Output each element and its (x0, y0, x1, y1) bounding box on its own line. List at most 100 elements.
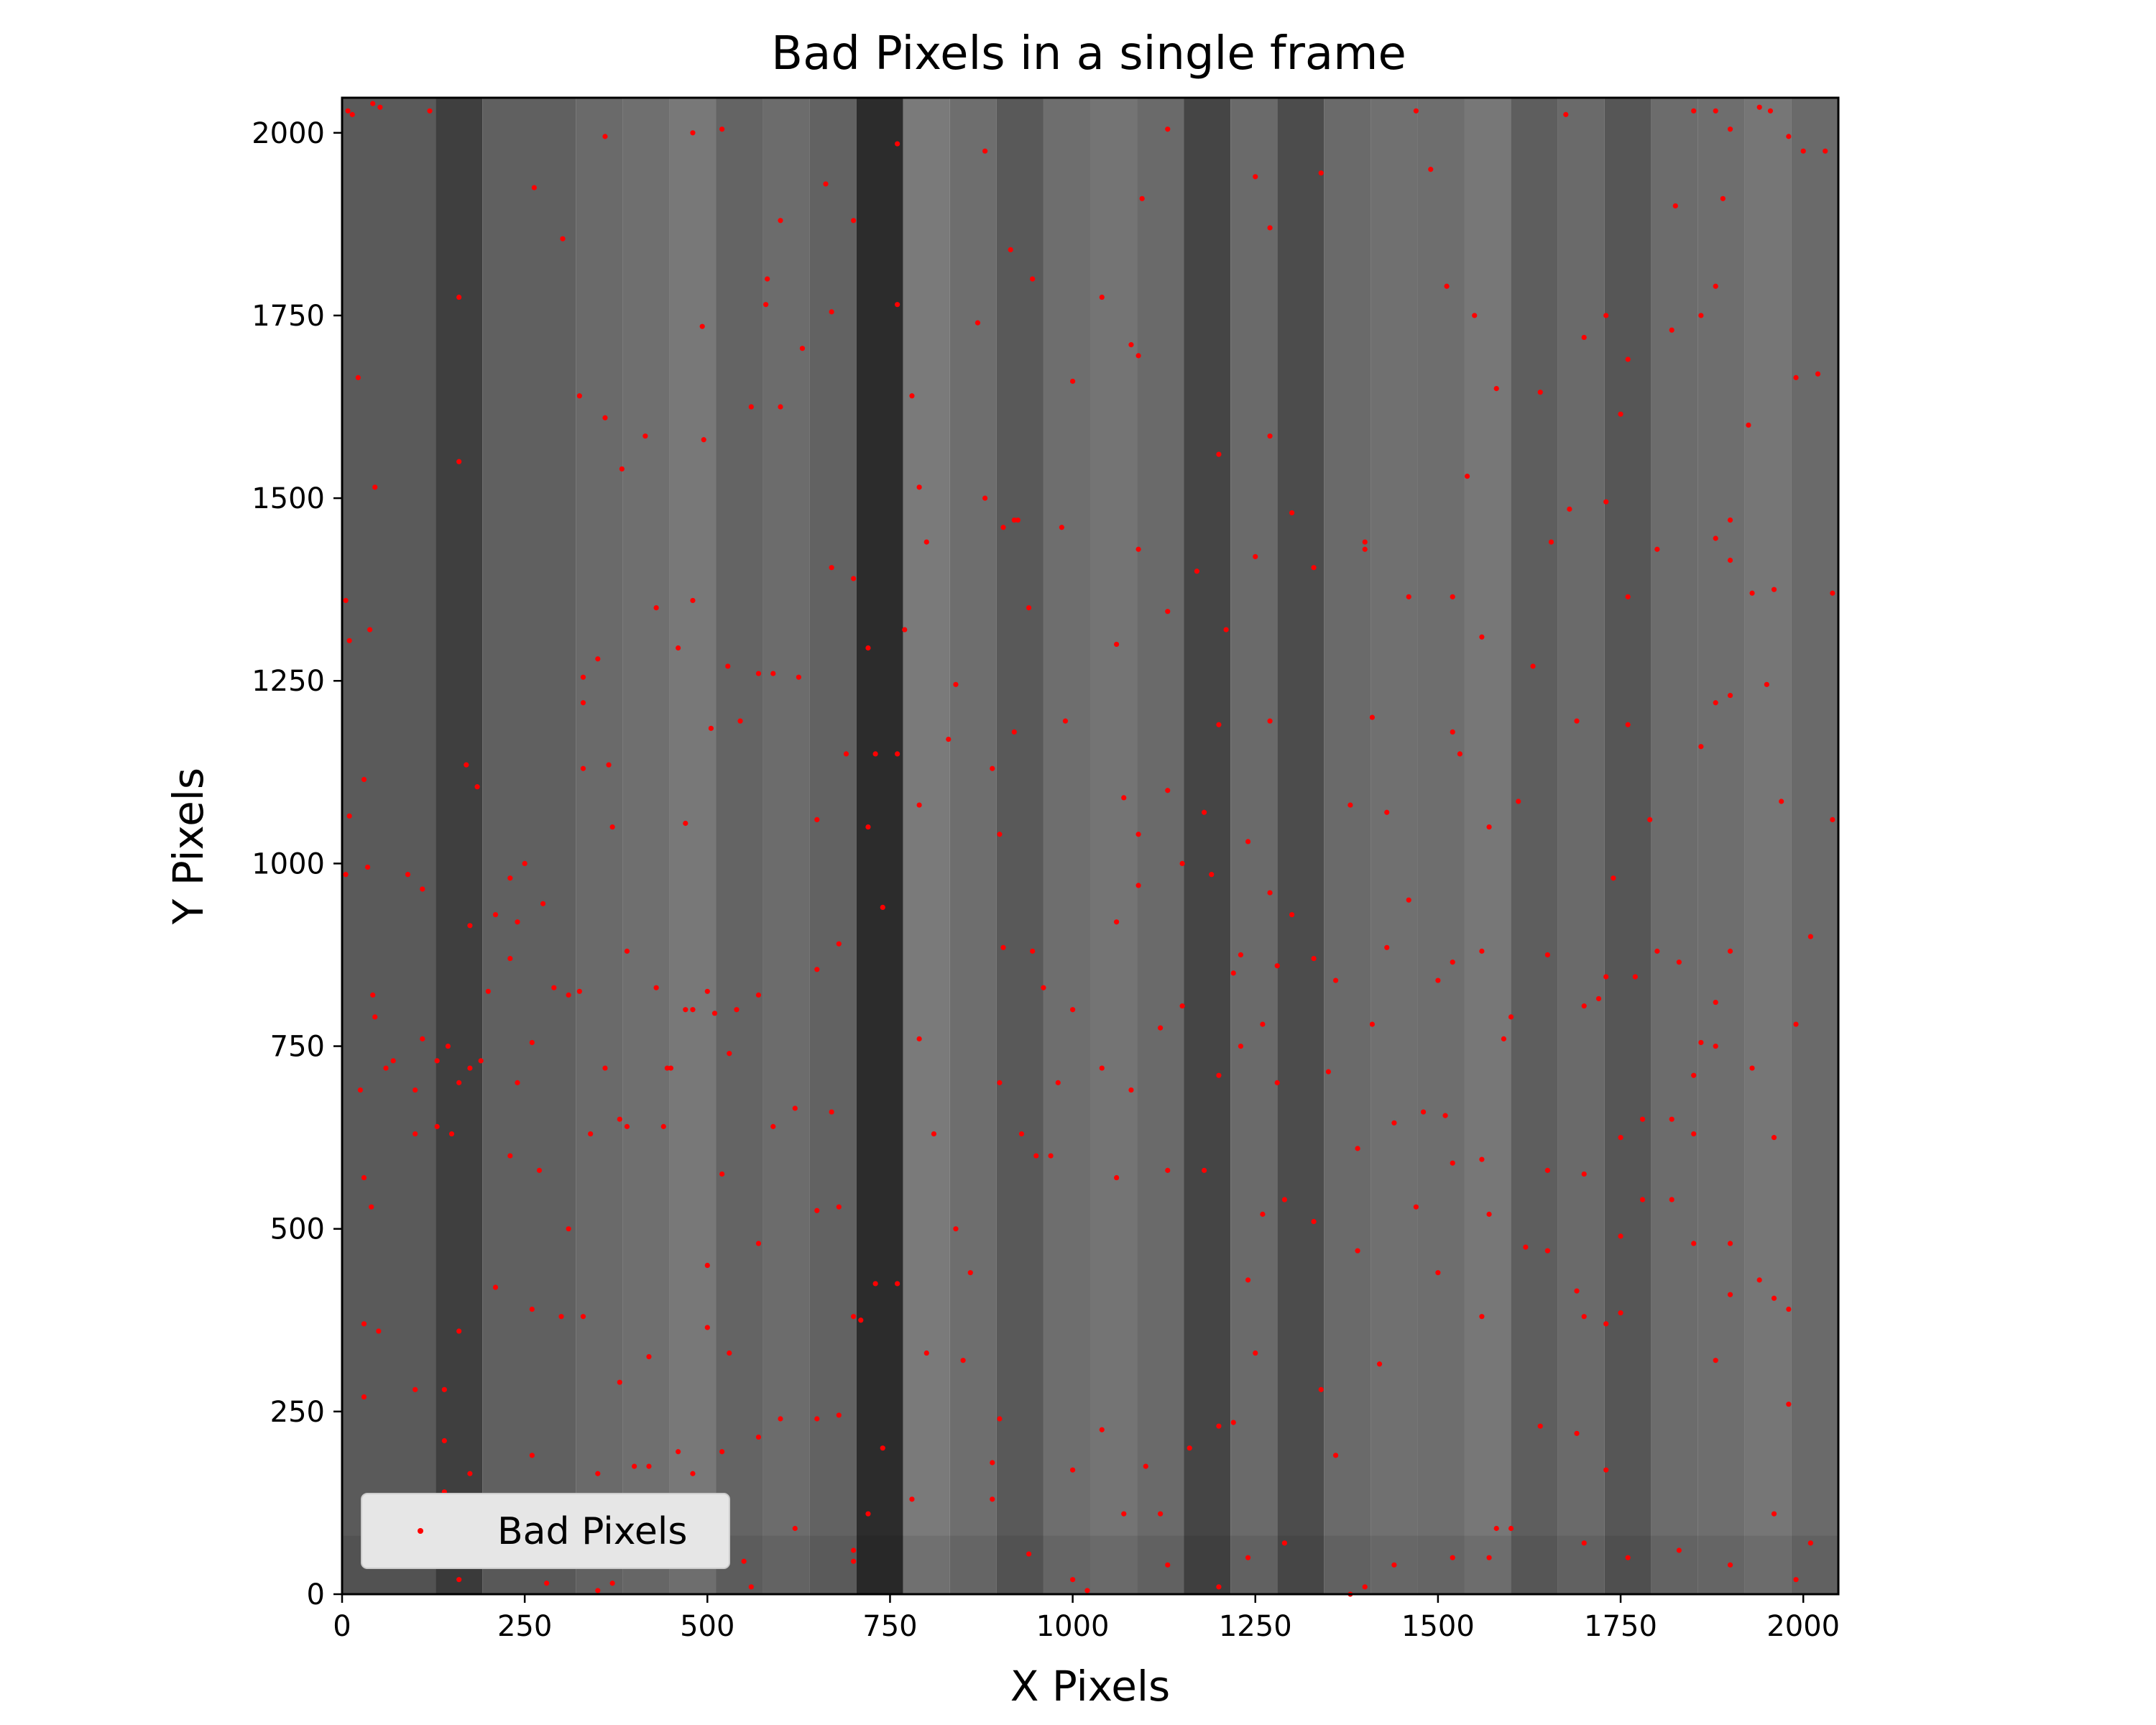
bad-pixel-point (1179, 860, 1185, 866)
bad-pixel-point (1318, 170, 1324, 176)
bad-pixel-point (474, 784, 480, 790)
bad-pixel-point (1157, 1025, 1164, 1031)
bad-pixel-point (467, 1065, 473, 1071)
bad-pixel-point (1749, 590, 1755, 596)
bad-pixel-point (872, 1281, 878, 1287)
x-axis-label: X Pixels (1010, 1662, 1171, 1711)
bad-pixel-point (1672, 203, 1678, 209)
bad-pixel-point (1815, 371, 1821, 377)
bad-pixel-point (1406, 897, 1411, 903)
bad-pixel-point (1311, 565, 1317, 571)
bad-pixel-point (1493, 1525, 1499, 1532)
bad-pixel-point (1544, 1167, 1550, 1173)
bad-pixel-point (916, 484, 922, 490)
bad-pixel-point (960, 1358, 966, 1363)
bad-pixel-point (1486, 1555, 1492, 1560)
bad-pixel-point (1209, 872, 1215, 878)
x-tick-label: 500 (680, 1610, 734, 1643)
bad-pixel-point (1267, 433, 1273, 439)
bad-pixel-point (676, 645, 681, 651)
bad-pixel-point (576, 393, 582, 399)
y-tick-label: 2000 (252, 117, 325, 150)
bad-pixel-point (434, 1058, 440, 1064)
y-tick-label: 500 (270, 1213, 325, 1246)
bad-pixel-point (851, 1547, 857, 1553)
bad-pixel-point (1691, 1241, 1697, 1246)
bad-pixel-point (1691, 1072, 1697, 1078)
bad-pixel-point (1223, 627, 1229, 632)
bad-pixel-point (1348, 802, 1353, 808)
bad-pixel-point (1581, 1003, 1587, 1009)
background-image (342, 98, 1838, 1594)
bad-pixel-point (1516, 799, 1521, 804)
bad-pixel-point (1355, 1248, 1360, 1254)
bad-pixel-point (1157, 1511, 1164, 1517)
bad-pixel-point (725, 663, 731, 669)
bad-pixel-point (1771, 1295, 1777, 1301)
bad-pixel-point (1618, 411, 1623, 417)
bad-pixel-point (580, 765, 586, 771)
bad-pixel-point (719, 1171, 725, 1177)
bad-pixel-point (690, 1471, 696, 1476)
bad-pixel-point (580, 700, 586, 706)
bad-pixel-point (1201, 809, 1207, 815)
bad-pixel-point (1435, 1270, 1441, 1276)
bad-pixel-point (1779, 799, 1784, 804)
bad-pixel-point (1406, 594, 1411, 599)
bad-pixel-point (456, 1080, 462, 1085)
bad-pixel-point (1000, 525, 1006, 530)
column-band (1090, 98, 1138, 1594)
bad-pixel-point (1450, 1160, 1455, 1166)
bad-pixel-point (507, 875, 513, 881)
bad-pixel-point (690, 597, 696, 604)
bad-pixel-point (1793, 374, 1799, 380)
bad-pixel-point (1625, 1555, 1631, 1560)
bad-pixel-point (606, 762, 612, 768)
bad-pixel-point (624, 948, 630, 954)
bad-pixel-point (1713, 283, 1718, 289)
bad-pixel-point (1135, 883, 1141, 888)
bad-pixel-point (1581, 1314, 1587, 1320)
bad-pixel-point (372, 484, 378, 490)
bad-pixel-point (1165, 609, 1171, 615)
bad-pixel-point (704, 1325, 710, 1330)
bad-pixel-point (1143, 1463, 1148, 1469)
bad-pixel-point (895, 1281, 900, 1287)
bad-pixel-point (1574, 1288, 1580, 1294)
bad-pixel-point (1548, 539, 1554, 545)
bad-pixel-point (1618, 1233, 1623, 1239)
column-band (1464, 98, 1511, 1594)
bad-pixel-point (755, 671, 762, 676)
bad-pixel-point (1355, 1146, 1360, 1151)
bad-pixel-point (1713, 535, 1718, 541)
bad-pixel-point (1793, 1021, 1799, 1027)
bad-pixel-point (778, 1416, 783, 1422)
bad-pixel-point (1563, 111, 1569, 117)
bad-pixel-point (420, 1036, 425, 1041)
bad-pixel-point (1253, 174, 1258, 180)
bad-pixel-point (865, 1511, 871, 1517)
bad-pixel-point (1362, 539, 1368, 545)
bad-pixel-point (814, 816, 820, 823)
bad-pixel-point (770, 671, 776, 676)
bad-pixel-point (1121, 1511, 1127, 1517)
bad-pixel-point (748, 404, 754, 410)
bad-pixel-point (895, 751, 900, 757)
bad-pixel-point (1332, 978, 1339, 983)
bad-pixel-point (1713, 1043, 1718, 1049)
bad-pixel-point (1059, 525, 1064, 530)
bad-pixel-point (836, 941, 842, 947)
bad-pixel-point (1603, 1467, 1609, 1473)
bad-pixel-point (1618, 1135, 1623, 1141)
bad-pixel-point (1581, 1540, 1587, 1546)
bad-pixel-point (1523, 1244, 1529, 1250)
bad-pixel-point (1413, 108, 1419, 114)
bad-pixel-point (1245, 1555, 1251, 1560)
bad-pixel-point (1603, 974, 1609, 980)
bad-pixel-point (1420, 1109, 1427, 1115)
bad-pixel-point (1391, 1562, 1397, 1568)
bad-pixel-point (727, 1350, 732, 1356)
bad-pixel-point (690, 1007, 696, 1013)
bad-pixel-point (595, 1588, 601, 1593)
column-band (1184, 98, 1231, 1594)
